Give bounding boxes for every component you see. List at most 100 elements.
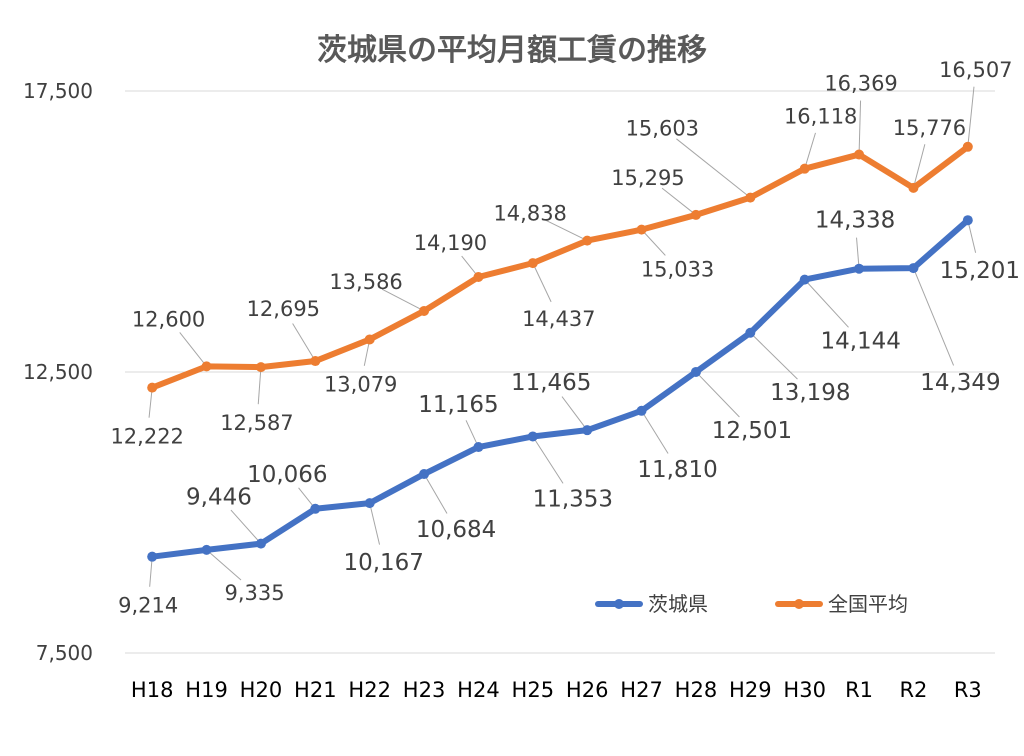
data-label: 12,222 (110, 425, 183, 449)
legend-marker (794, 599, 804, 609)
data-point (690, 209, 701, 220)
data-label: 13,079 (324, 372, 397, 396)
x-tick-label: H28 (675, 678, 718, 702)
leader-line (292, 323, 316, 362)
data-label: 16,369 (824, 72, 897, 96)
data-point (527, 258, 538, 269)
x-tick-label: H22 (348, 678, 391, 702)
data-label: 12,695 (247, 297, 320, 321)
leader-line (257, 367, 262, 405)
chart-title: 茨城県の平均月額工賃の推移 (317, 33, 707, 68)
data-point (310, 356, 321, 367)
gridlines (125, 90, 995, 654)
x-tick-label: H23 (403, 678, 446, 702)
data-point (799, 163, 810, 174)
leader-line (912, 267, 955, 366)
leader-line (749, 332, 798, 380)
leader-line (912, 144, 926, 189)
series-lines (147, 141, 973, 562)
data-label: 9,446 (186, 485, 252, 511)
data-label: 16,118 (784, 105, 857, 129)
leader-line (804, 132, 816, 169)
data-point (147, 382, 158, 393)
data-point (908, 263, 919, 274)
data-point (419, 469, 430, 480)
data-label: 13,586 (329, 270, 402, 294)
data-label: 9,214 (118, 594, 178, 618)
x-tick-label: H29 (729, 678, 772, 702)
data-label: 12,600 (132, 307, 205, 331)
x-tick-label: H26 (566, 678, 609, 702)
data-point (255, 362, 266, 373)
data-label: 15,295 (611, 166, 684, 190)
data-point (962, 141, 973, 152)
leader-line (546, 220, 588, 242)
leader-line (206, 549, 242, 581)
data-point (419, 305, 430, 316)
leader-line (179, 332, 207, 367)
leader-line (230, 509, 262, 544)
x-tick-label: H30 (783, 678, 826, 702)
data-label: 14,338 (815, 208, 895, 234)
x-tick-label: H25 (512, 678, 555, 702)
data-point (255, 538, 266, 549)
y-tick-label: 17,500 (23, 79, 93, 103)
data-point (854, 263, 865, 274)
leader-line (561, 396, 588, 431)
data-label: 9,335 (225, 581, 285, 605)
x-tick-label: R3 (954, 678, 982, 702)
y-axis-ticks: 7,500 12,500 17,500 (23, 79, 93, 665)
x-tick-label: H24 (457, 678, 500, 702)
data-label: 11,353 (533, 486, 613, 512)
data-point (527, 431, 538, 442)
data-label: 11,465 (511, 370, 591, 396)
legend: 茨城県 全国平均 (595, 592, 908, 616)
leader-line (532, 262, 552, 303)
x-tick-label: R1 (845, 678, 873, 702)
leader-line (676, 138, 751, 199)
leader-line (369, 502, 381, 545)
data-point (364, 334, 375, 345)
data-label: 10,684 (416, 517, 496, 543)
leader-line (641, 229, 666, 256)
data-point (636, 224, 647, 235)
leader-line (661, 187, 697, 216)
leader-line (804, 279, 849, 328)
data-point (582, 235, 593, 246)
data-point (854, 149, 865, 160)
data-point (636, 405, 647, 416)
leader-line (148, 387, 153, 418)
x-tick-label: H27 (620, 678, 663, 702)
data-point (799, 274, 810, 285)
y-tick-label: 12,500 (23, 360, 93, 384)
leader-line (967, 220, 977, 253)
data-label: 14,838 (493, 202, 566, 226)
data-label: 11,810 (637, 457, 717, 483)
data-point (201, 361, 212, 372)
data-point (473, 272, 484, 283)
leader-line (967, 86, 975, 147)
data-label: 12,587 (220, 411, 293, 435)
series-line-1 (149, 143, 971, 391)
data-point (745, 327, 756, 338)
data-label: 16,507 (939, 58, 1012, 82)
data-label: 15,033 (641, 258, 714, 282)
y-tick-label: 7,500 (36, 641, 93, 665)
leader-line (856, 237, 860, 269)
data-label: 15,201 (940, 258, 1020, 284)
legend-label: 全国平均 (828, 592, 908, 616)
x-tick-label: R2 (899, 678, 927, 702)
data-point (908, 182, 919, 193)
leader-line (695, 371, 740, 418)
data-label: 14,190 (414, 231, 487, 255)
leader-line (149, 556, 153, 587)
data-point (364, 498, 375, 509)
series-line-0 (149, 217, 971, 560)
data-label: 15,603 (626, 117, 699, 141)
x-tick-label: H20 (240, 678, 283, 702)
x-tick-label: H21 (294, 678, 337, 702)
data-label: 13,198 (770, 380, 850, 406)
data-label: 10,066 (247, 462, 327, 488)
